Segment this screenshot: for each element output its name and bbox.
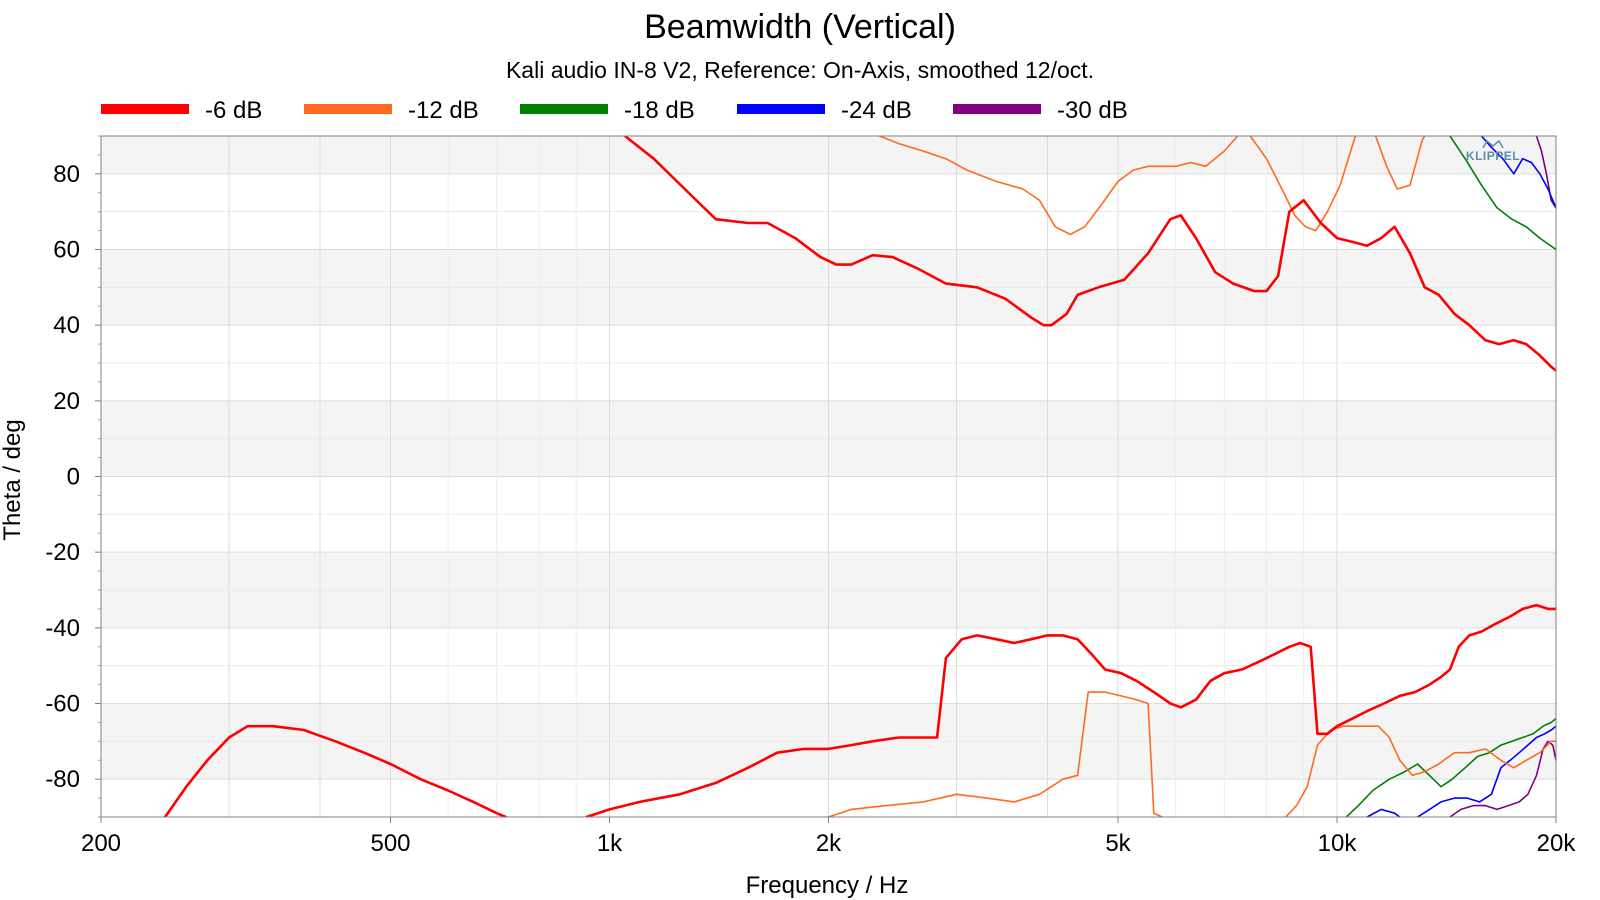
legend-swatch bbox=[520, 104, 608, 114]
chart-title: Beamwidth (Vertical) bbox=[644, 8, 956, 46]
y-tick-label: -80 bbox=[45, 766, 80, 793]
y-tick-label: -60 bbox=[45, 691, 80, 718]
series-line-12dbdb bbox=[1374, 136, 1426, 190]
series-line-18dbdb bbox=[1345, 717, 1556, 817]
x-tick-label: 5k bbox=[1105, 830, 1131, 857]
series-line-18dbdb bbox=[1449, 136, 1556, 251]
y-axis-label: Theta / deg bbox=[0, 419, 26, 540]
brand-logo: KLIPPEL bbox=[1466, 149, 1520, 163]
series-line-6dbdb bbox=[163, 724, 507, 817]
y-tick-label: 20 bbox=[53, 388, 80, 415]
grid bbox=[101, 136, 1556, 817]
series-line-6dbdb bbox=[623, 136, 1556, 372]
series-line-6dbdb bbox=[585, 603, 1556, 817]
x-tick-label: 20k bbox=[1537, 830, 1577, 857]
series-line-24dbdb bbox=[1366, 808, 1401, 817]
y-tick-label: 40 bbox=[53, 312, 80, 339]
legend-swatch bbox=[304, 104, 392, 114]
series-line-24dbdb bbox=[1416, 725, 1556, 817]
legend-label: -30 dB bbox=[1057, 97, 1128, 124]
x-axis-label: Frequency / Hz bbox=[746, 872, 909, 899]
legend-swatch bbox=[737, 104, 825, 114]
x-tick-label: 10k bbox=[1318, 830, 1358, 857]
y-tick-label: 60 bbox=[53, 237, 80, 264]
legend-label: -12 dB bbox=[408, 97, 479, 124]
series-line-30dbdb bbox=[1449, 740, 1556, 817]
y-tick-label: 0 bbox=[67, 464, 80, 491]
series-line-12dbdb bbox=[827, 691, 1163, 817]
x-tick-label: 2k bbox=[816, 830, 842, 857]
legend: -6 dB -12 dB -18 dB -24 dB -30 dB bbox=[101, 97, 1128, 124]
series-line-12dbdb bbox=[878, 136, 1239, 236]
chart-subtitle: Kali audio IN-8 V2, Reference: On-Axis, … bbox=[506, 57, 1094, 83]
legend-label: -18 dB bbox=[624, 97, 695, 124]
legend-label: -24 dB bbox=[841, 97, 912, 124]
y-tick-label: -40 bbox=[45, 615, 80, 642]
x-tick-label: 1k bbox=[597, 830, 623, 857]
x-tick-label: 200 bbox=[81, 830, 121, 857]
series-line-12dbdb bbox=[1249, 136, 1357, 232]
legend-swatch bbox=[101, 104, 189, 114]
legend-swatch bbox=[953, 104, 1041, 114]
legend-label: -6 dB bbox=[205, 97, 262, 124]
series-line-12dbdb bbox=[1284, 725, 1556, 817]
y-tick-label: 80 bbox=[53, 161, 80, 188]
x-tick-label: 500 bbox=[370, 830, 410, 857]
series-layer bbox=[163, 136, 1556, 817]
brand-logo-mark bbox=[1482, 139, 1504, 149]
y-tick-label: -20 bbox=[45, 539, 80, 566]
series-line-24dbdb bbox=[1480, 136, 1556, 209]
series-line-30dbdb bbox=[1535, 136, 1556, 209]
